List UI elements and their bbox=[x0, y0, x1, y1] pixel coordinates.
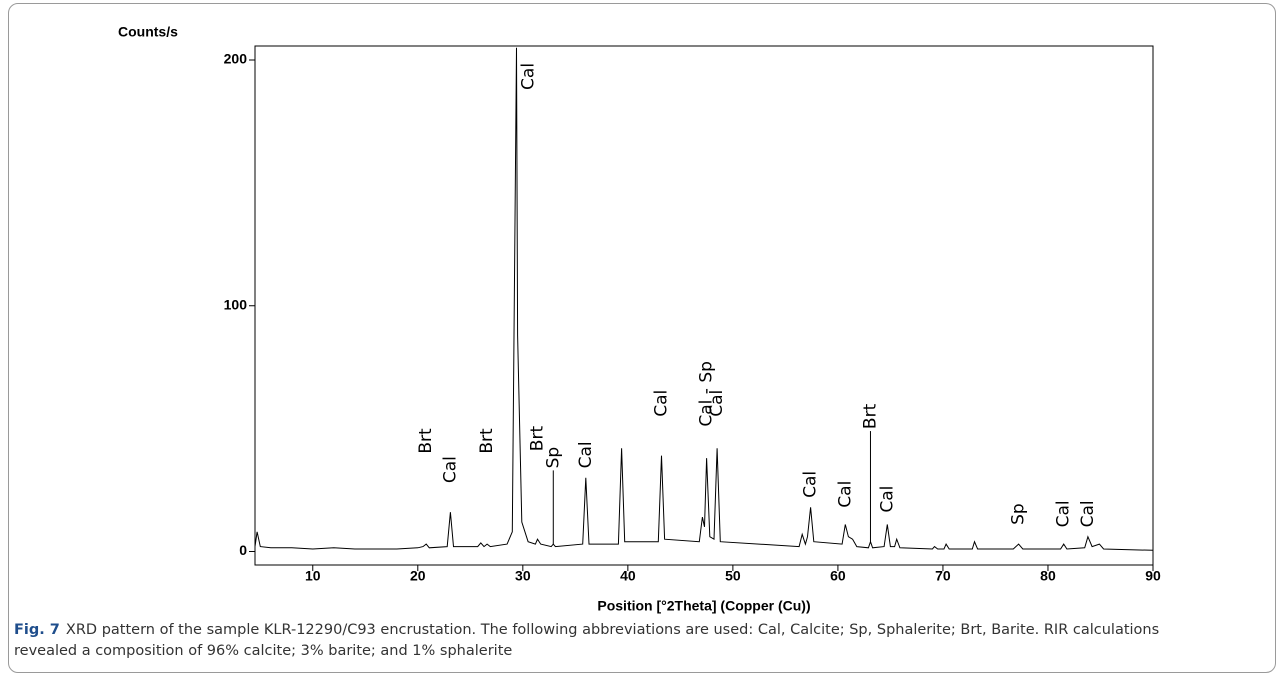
annotation: Cal bbox=[519, 63, 539, 90]
annotation: Sp bbox=[543, 447, 563, 469]
annotation: Cal bbox=[707, 390, 727, 417]
annotation: Brt bbox=[477, 428, 497, 454]
annotation: Cal bbox=[801, 471, 821, 498]
annotation: Cal bbox=[1078, 500, 1098, 527]
caption-label: Fig. 7 bbox=[14, 622, 60, 638]
annotation: Cal bbox=[576, 441, 596, 468]
figure-frame bbox=[8, 3, 1276, 673]
annotation: Cal bbox=[877, 486, 897, 513]
x-tick-label: 10 bbox=[305, 568, 321, 584]
annotation: Cal bbox=[1054, 500, 1074, 527]
x-tick-label: 80 bbox=[1040, 568, 1056, 584]
annotation: Cal bbox=[440, 456, 460, 483]
plot-frame bbox=[254, 45, 1154, 566]
y-tick-label: 0 bbox=[239, 542, 247, 558]
xrd-trace bbox=[254, 47, 1154, 551]
annotation: Cal bbox=[835, 481, 855, 508]
annotation: Brt bbox=[860, 403, 880, 429]
x-tick-label: 50 bbox=[725, 568, 741, 584]
x-tick-label: 20 bbox=[410, 568, 426, 584]
chart: Counts/s Position [°2Theta] (Copper (Cu)… bbox=[118, 24, 1161, 614]
caption: Fig. 7 XRD pattern of the sample KLR-1229… bbox=[14, 620, 1204, 662]
y-tick-label: 100 bbox=[224, 296, 248, 312]
x-tick-label: 60 bbox=[830, 568, 846, 584]
x-tick-label: 90 bbox=[1145, 568, 1161, 584]
annotation: Cal bbox=[651, 390, 671, 417]
x-tick-label: 30 bbox=[515, 568, 531, 584]
x-axis-title: Position [°2Theta] (Copper (Cu)) bbox=[597, 598, 810, 614]
annotation: Cal - Sp bbox=[697, 361, 717, 427]
annotation: Brt bbox=[416, 428, 436, 454]
annotation: Sp bbox=[1009, 503, 1029, 525]
annotation: Brt bbox=[528, 426, 548, 452]
caption-text: XRD pattern of the sample KLR-12290/C93 … bbox=[14, 622, 1160, 659]
y-axis-title: Counts/s bbox=[118, 24, 178, 40]
x-tick-label: 70 bbox=[935, 568, 951, 584]
x-tick-label: 40 bbox=[620, 568, 636, 584]
y-tick-label: 200 bbox=[224, 51, 248, 67]
